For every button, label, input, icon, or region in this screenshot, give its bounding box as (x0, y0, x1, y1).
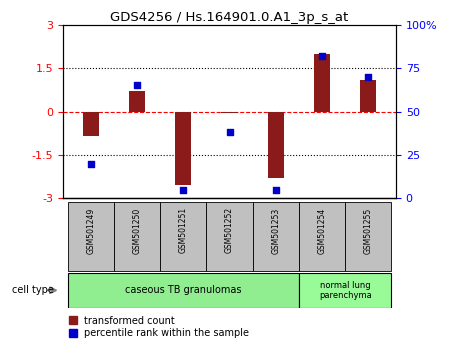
Point (364, 74, 372, 80)
Text: normal lung
parenchyma: normal lung parenchyma (319, 281, 372, 300)
Text: GSM501249: GSM501249 (86, 207, 95, 253)
Text: GSM501251: GSM501251 (179, 207, 188, 253)
Bar (83, 112, 99, 136)
Text: GSM501255: GSM501255 (364, 207, 373, 253)
Text: GSM501254: GSM501254 (318, 207, 327, 253)
Bar (175, 112, 191, 185)
Bar (360, 80, 376, 112)
Text: GSM501253: GSM501253 (271, 207, 280, 253)
Text: caseous TB granulomas: caseous TB granulomas (125, 285, 242, 295)
Bar (221, 112, 238, 113)
Point (272, 187, 279, 193)
Title: GDS4256 / Hs.164901.0.A1_3p_s_at: GDS4256 / Hs.164901.0.A1_3p_s_at (110, 11, 349, 24)
Bar (68, 273, 299, 308)
Point (319, 53, 326, 59)
Text: cell type: cell type (12, 285, 54, 295)
Bar (252, 202, 299, 271)
Bar (207, 202, 252, 271)
Bar (160, 202, 207, 271)
Point (226, 130, 233, 135)
Point (87, 161, 94, 166)
Bar (299, 273, 392, 308)
Bar (268, 112, 284, 178)
Point (180, 187, 187, 193)
Bar (129, 91, 145, 112)
Legend: transformed count, percentile rank within the sample: transformed count, percentile rank withi… (68, 315, 250, 339)
Bar (68, 202, 114, 271)
Point (133, 82, 140, 88)
Bar (345, 202, 392, 271)
Bar (114, 202, 160, 271)
Bar (314, 54, 330, 112)
Bar (299, 202, 345, 271)
Text: GSM501252: GSM501252 (225, 207, 234, 253)
Text: GSM501250: GSM501250 (132, 207, 141, 253)
